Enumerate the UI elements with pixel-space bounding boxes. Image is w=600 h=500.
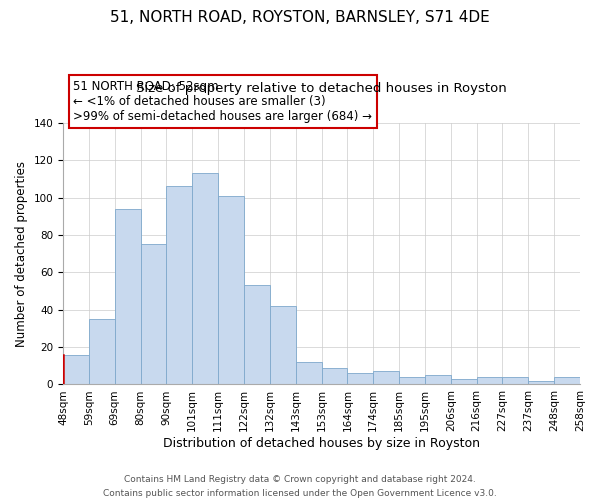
Bar bbox=[115, 209, 140, 384]
Y-axis label: Number of detached properties: Number of detached properties bbox=[15, 160, 28, 346]
Bar bbox=[166, 186, 192, 384]
Bar bbox=[554, 377, 580, 384]
Bar bbox=[270, 306, 296, 384]
Bar bbox=[140, 244, 166, 384]
Bar bbox=[89, 319, 115, 384]
Bar bbox=[192, 174, 218, 384]
Title: Size of property relative to detached houses in Royston: Size of property relative to detached ho… bbox=[136, 82, 507, 96]
Bar bbox=[476, 377, 502, 384]
Bar bbox=[347, 374, 373, 384]
Bar bbox=[425, 375, 451, 384]
Text: Contains HM Land Registry data © Crown copyright and database right 2024.
Contai: Contains HM Land Registry data © Crown c… bbox=[103, 476, 497, 498]
Bar bbox=[373, 372, 399, 384]
Bar bbox=[322, 368, 347, 384]
Bar bbox=[296, 362, 322, 384]
Text: 51 NORTH ROAD: 52sqm
← <1% of detached houses are smaller (3)
>99% of semi-detac: 51 NORTH ROAD: 52sqm ← <1% of detached h… bbox=[73, 80, 373, 123]
Bar bbox=[218, 196, 244, 384]
Bar bbox=[529, 380, 554, 384]
X-axis label: Distribution of detached houses by size in Royston: Distribution of detached houses by size … bbox=[163, 437, 480, 450]
Bar bbox=[399, 377, 425, 384]
Bar bbox=[502, 377, 529, 384]
Bar bbox=[451, 379, 476, 384]
Text: 51, NORTH ROAD, ROYSTON, BARNSLEY, S71 4DE: 51, NORTH ROAD, ROYSTON, BARNSLEY, S71 4… bbox=[110, 10, 490, 25]
Bar bbox=[63, 354, 89, 384]
Bar bbox=[244, 286, 270, 384]
